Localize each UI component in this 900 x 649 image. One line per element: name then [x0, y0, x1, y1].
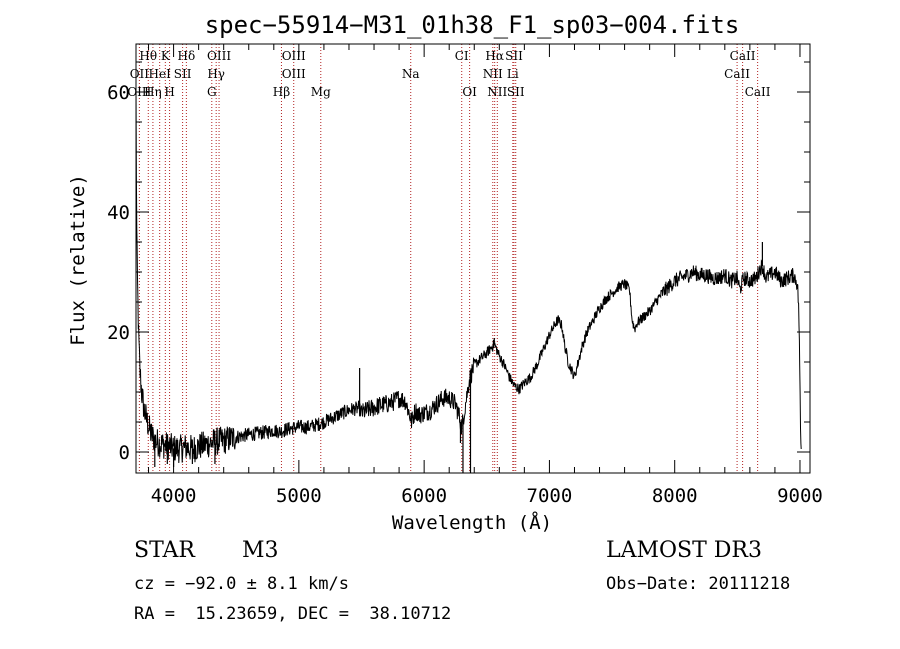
line-marker-label: NII	[487, 85, 507, 99]
x-tick-label: 6000	[401, 485, 447, 507]
coordinates: RA = 15.23659, DEC = 38.10712	[134, 604, 452, 624]
spectrum-line	[135, 87, 802, 464]
x-tick-label: 7000	[527, 485, 573, 507]
line-marker-label: Hγ	[207, 67, 225, 81]
observation-date: Obs−Date: 20111218	[606, 574, 791, 594]
y-axis-label: Flux (relative)	[67, 174, 89, 346]
redshift-cz: cz = −92.0 ± 8.1 km/s	[134, 574, 349, 594]
line-marker-label: Li	[507, 67, 519, 81]
line-marker-label: Na	[402, 67, 420, 81]
line-marker-label: NII	[483, 67, 503, 81]
line-marker-label: CaII	[745, 85, 771, 99]
line-marker-label: Hθ	[139, 49, 157, 63]
line-marker-label: K	[161, 49, 171, 63]
line-marker-label: CaII	[724, 67, 750, 81]
plot-frame	[135, 43, 811, 474]
x-tick-label: 8000	[652, 485, 698, 507]
y-tick-label: 40	[107, 202, 130, 224]
x-tick-label: 5000	[276, 485, 322, 507]
x-axis-ticks: 4000 5000 6000 7000 8000 9000	[148, 44, 823, 507]
line-marker-label: OIII	[282, 67, 306, 81]
line-marker-label: Hη	[144, 85, 162, 99]
x-axis-label: Wavelength (Å)	[392, 511, 552, 534]
line-marker-label: OIII	[282, 49, 306, 63]
line-marker-label: CI	[455, 49, 469, 63]
line-marker-label: Mg	[311, 85, 331, 99]
line-marker-label: Hα	[485, 49, 504, 63]
line-marker-label: Hδ	[178, 49, 196, 63]
y-tick-label: 60	[107, 82, 130, 104]
line-marker-label: H	[164, 85, 174, 99]
line-marker-label: G	[207, 85, 217, 99]
object-subclass: M3	[242, 538, 279, 563]
y-tick-label: 0	[119, 442, 130, 464]
line-marker-label: OI	[462, 85, 477, 99]
line-marker-label: CaII	[730, 49, 756, 63]
line-marker-label: SII	[174, 67, 192, 81]
line-markers	[138, 44, 759, 473]
spectrum-spikes	[154, 242, 763, 473]
object-class: STAR	[134, 538, 195, 563]
line-marker-label: SII	[507, 85, 525, 99]
x-tick-label: 4000	[151, 485, 197, 507]
y-tick-label: 20	[107, 322, 130, 344]
x-tick-label: 9000	[777, 485, 823, 507]
line-marker-label: Hβ	[273, 85, 290, 99]
line-marker-label: OII	[130, 67, 150, 81]
line-marker-label: SII	[505, 49, 523, 63]
line-marker-label: OIII	[207, 49, 231, 63]
survey-label: LAMOST DR3	[606, 538, 762, 563]
line-marker-label: HeI	[149, 67, 172, 81]
chart-title: spec−55914−M31_01h38_F1_sp03−004.fits	[205, 11, 740, 39]
y-axis-ticks: 0 20 40 60	[107, 61, 810, 464]
